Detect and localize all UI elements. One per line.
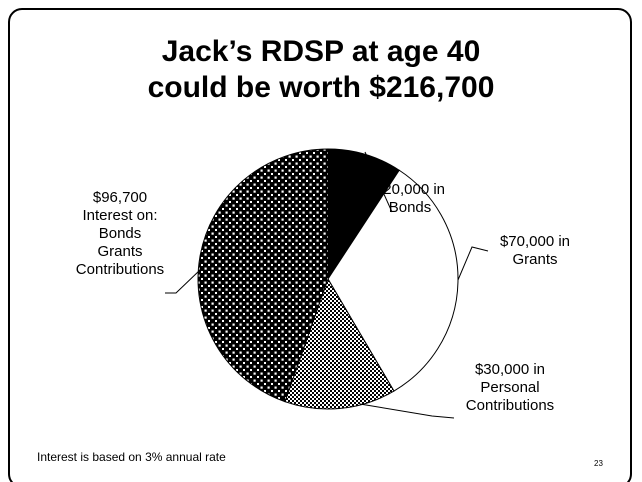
slice-label: $20,000 in Bonds [375,181,445,216]
slice-label-line: Grants [512,251,557,268]
slice-label-line: $30,000 in [475,361,545,378]
slice-label-line: Bonds [389,199,432,216]
leader-line [457,246,489,281]
slice-label: $70,000 in Grants [500,233,570,268]
slice-label-line: Contributions [466,397,554,414]
pie-slice-interest-on [197,148,329,403]
footnote: Interest is based on 3% annual rate [37,450,226,464]
slice-label: $96,700 Interest on: Bonds Grants Contributi… [76,189,164,278]
slice-label-line: Interest on: [82,207,157,224]
slide-title: Jack’s RDSP at age 40 could be worth $21… [60,34,582,106]
pie-slice-personal-contributions [284,277,395,410]
slice-label-line: $70,000 in [500,233,570,250]
leader-line [359,403,455,419]
pie-slice-grants [327,169,459,392]
slice-label-line: Personal [480,379,539,396]
slice-label-line: Bonds [99,225,142,242]
title-line-1: Jack’s RDSP at age 40 [161,35,481,68]
slice-label-line: $96,700 [93,189,147,206]
page-number: 23 [594,459,603,468]
slice-label-line: Grants [97,243,142,260]
slice-label: $30,000 in Personal Contributions [466,361,554,414]
slice-label-line: $20,000 in [375,181,445,198]
slide-frame [8,8,632,482]
title-line-2: could be worth $216,700 [147,71,495,104]
slice-label-line: Contributions [76,261,164,278]
leader-line [364,151,393,213]
leader-line [165,269,201,294]
